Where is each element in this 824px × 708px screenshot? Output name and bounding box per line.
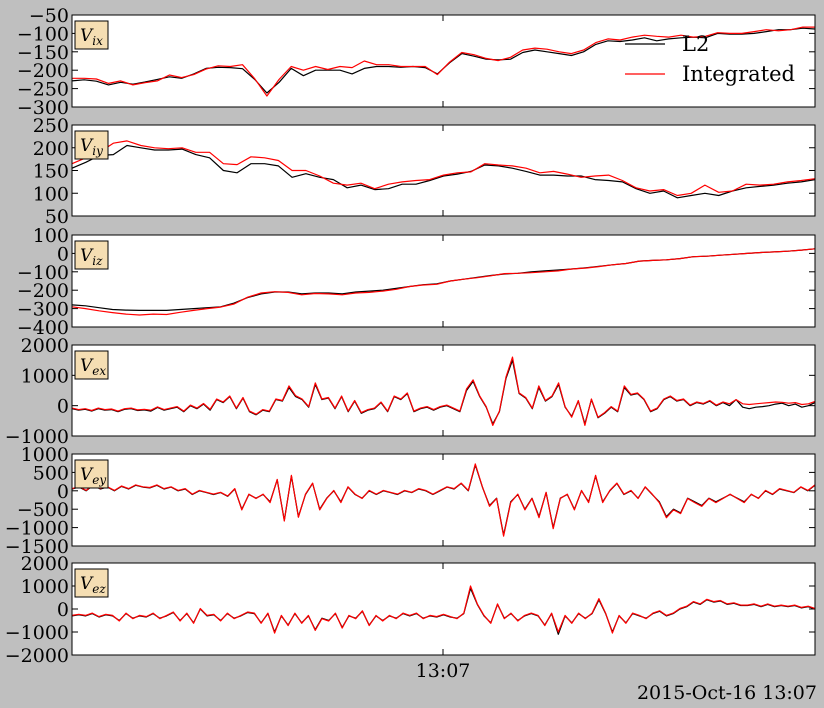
vey-ytick-label: 1000	[21, 444, 69, 466]
vez-ytick-label: 2000	[21, 553, 69, 575]
vez-label-background	[74, 568, 109, 598]
viz-ytick-label: −100	[17, 262, 69, 284]
vey-label-box: Vey	[74, 459, 109, 489]
vix-ytick-label: −50	[29, 5, 69, 27]
vey-plot-area	[72, 454, 815, 546]
vey-ytick-label: −500	[17, 499, 69, 521]
vez-ytick-label: −1000	[5, 622, 69, 644]
vex-series-integrated	[71, 356, 816, 426]
vey-label: Vey	[80, 465, 106, 487]
vex-ytick-label: −1000	[5, 426, 69, 448]
vix-ytick-label: −250	[17, 79, 69, 101]
vex-frame	[71, 344, 816, 437]
viy-ytick-label: 150	[33, 161, 69, 183]
vix-plot-area	[72, 15, 815, 107]
vey-ytick-label: −1500	[5, 536, 69, 558]
vey-ytick-label: 500	[33, 462, 69, 484]
viz-ytick-label: −300	[17, 299, 69, 321]
viy-ytick-label: 200	[33, 138, 69, 160]
viz-ytick-label: −400	[17, 317, 69, 339]
viz-label: Viz	[80, 246, 103, 268]
legend-label-integrated: Integrated	[682, 62, 795, 86]
vey-ytick-label: −1000	[5, 518, 69, 540]
vex-label: Vex	[80, 356, 106, 378]
viy-plot-area	[72, 125, 815, 216]
vix-frame	[71, 14, 816, 108]
vix-label-box: Vix	[74, 20, 109, 50]
viz-plot-area	[72, 235, 815, 327]
vez-label: Vez	[80, 574, 106, 596]
viz-series-integrated	[71, 248, 816, 316]
vix-ytick-label: −300	[17, 97, 69, 119]
vey-frame	[71, 453, 816, 547]
vix-label-background	[74, 20, 109, 50]
vez-series-integrated	[71, 585, 816, 634]
vez-ytick-label: 1000	[21, 576, 69, 598]
vix-label: Vix	[80, 26, 103, 48]
viy-ytick-label: 50	[45, 206, 69, 228]
vey-label-background	[74, 459, 109, 489]
vex-label-background	[74, 350, 109, 380]
viz-label-background	[74, 240, 109, 270]
legend: L2 Integrated	[625, 32, 795, 86]
vix-ytick-label: −100	[17, 23, 69, 45]
vez-plot-area	[72, 563, 815, 655]
vey-ytick-label: 0	[57, 481, 69, 503]
vez-frame	[71, 562, 816, 656]
vix-ytick-label: −150	[17, 42, 69, 64]
vez-label-box: Vez	[74, 568, 109, 598]
viy-frame	[71, 124, 816, 217]
panel-vex: −1000 0 1000 2000 Vex	[5, 335, 816, 448]
viy-label-background	[74, 130, 109, 160]
vex-plot-area	[72, 345, 815, 436]
vix-series-integrated	[72, 26, 815, 97]
xtick-label: 13:07	[416, 660, 471, 682]
viy-label: Viy	[80, 136, 103, 158]
legend-label-l2: L2	[682, 32, 709, 56]
viy-ytick-label: 100	[33, 183, 69, 205]
timestamp-label: 2015-Oct-16 13:07	[637, 682, 817, 704]
vex-label-box: Vex	[74, 350, 109, 380]
panels: −300−250−200−150−100−50Vix50100150200250…	[5, 5, 816, 667]
viz-frame	[71, 234, 816, 328]
viz-ytick-label: 0	[57, 243, 69, 265]
vez-ytick-label: 0	[57, 599, 69, 621]
vex-ytick-label: 2000	[21, 335, 69, 357]
panel-vix: −300−250−200−150−100−50 Vix	[17, 5, 816, 119]
vex-ytick-label: 0	[57, 396, 69, 418]
viz-label-box: Viz	[74, 240, 109, 270]
viz-ytick-label: 100	[33, 225, 69, 247]
vey-series-integrated	[71, 463, 816, 537]
vix-ytick-label: −200	[17, 60, 69, 82]
viy-ytick-label: 250	[33, 115, 69, 137]
viz-ytick-label: −200	[17, 280, 69, 302]
viy-series-l2	[71, 144, 816, 199]
vez-ytick-label: −2000	[5, 645, 69, 667]
vex-ytick-label: 1000	[21, 365, 69, 387]
viy-series-integrated	[71, 140, 816, 197]
viy-label-box: Viy	[74, 130, 109, 160]
